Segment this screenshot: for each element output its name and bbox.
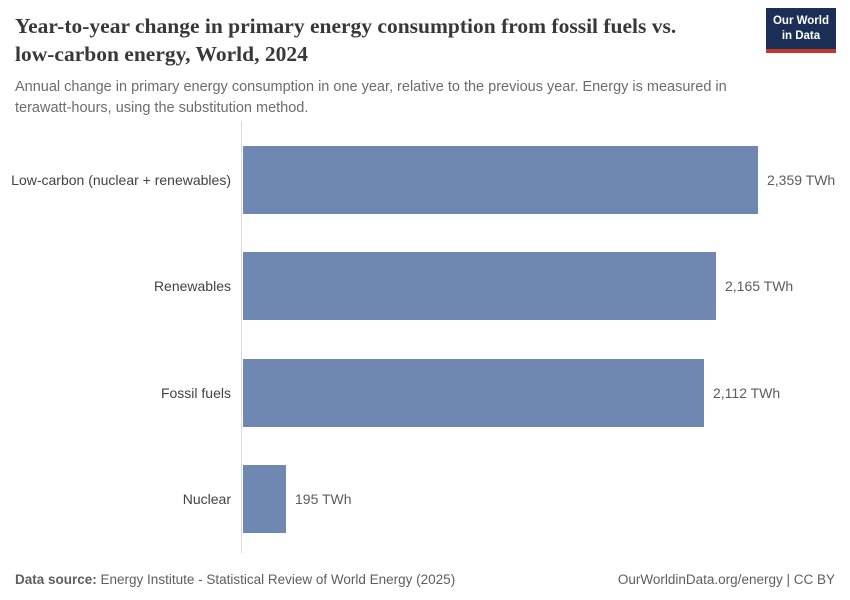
bar[interactable] bbox=[243, 465, 286, 533]
category-label: Fossil fuels bbox=[160, 385, 231, 401]
bar[interactable] bbox=[243, 359, 704, 427]
chart-footer: Data source: Energy Institute - Statisti… bbox=[15, 572, 835, 587]
owid-logo[interactable]: Our World in Data bbox=[765, 8, 836, 53]
value-label: 195 TWh bbox=[295, 491, 352, 507]
chart-subtitle: Annual change in primary energy consumpt… bbox=[15, 79, 727, 117]
value-label: 2,359 TWh bbox=[767, 172, 836, 188]
category-label: Nuclear bbox=[182, 491, 231, 507]
value-label: 2,165 TWh bbox=[725, 278, 794, 294]
value-label: 2,112 TWh bbox=[713, 385, 781, 401]
data-source-text: Energy Institute - Statistical Review of… bbox=[96, 572, 456, 587]
owid-logo-line2: in Data bbox=[781, 29, 821, 42]
data-source-note: Data source: Energy Institute - Statisti… bbox=[15, 572, 455, 587]
bar[interactable] bbox=[243, 146, 758, 214]
bar[interactable] bbox=[243, 252, 716, 320]
category-label: Renewables bbox=[153, 278, 231, 294]
y-axis-line bbox=[241, 121, 242, 553]
owid-logo-line1: Our World bbox=[772, 15, 829, 27]
chart-title: Year-to-year change in primary energy co… bbox=[15, 14, 677, 67]
category-label: Low-carbon (nuclear + renewables) bbox=[11, 172, 231, 188]
data-source-label: Data source: bbox=[15, 572, 97, 587]
credit-link[interactable]: OurWorldinData.org/energy | CC BY bbox=[617, 572, 835, 587]
